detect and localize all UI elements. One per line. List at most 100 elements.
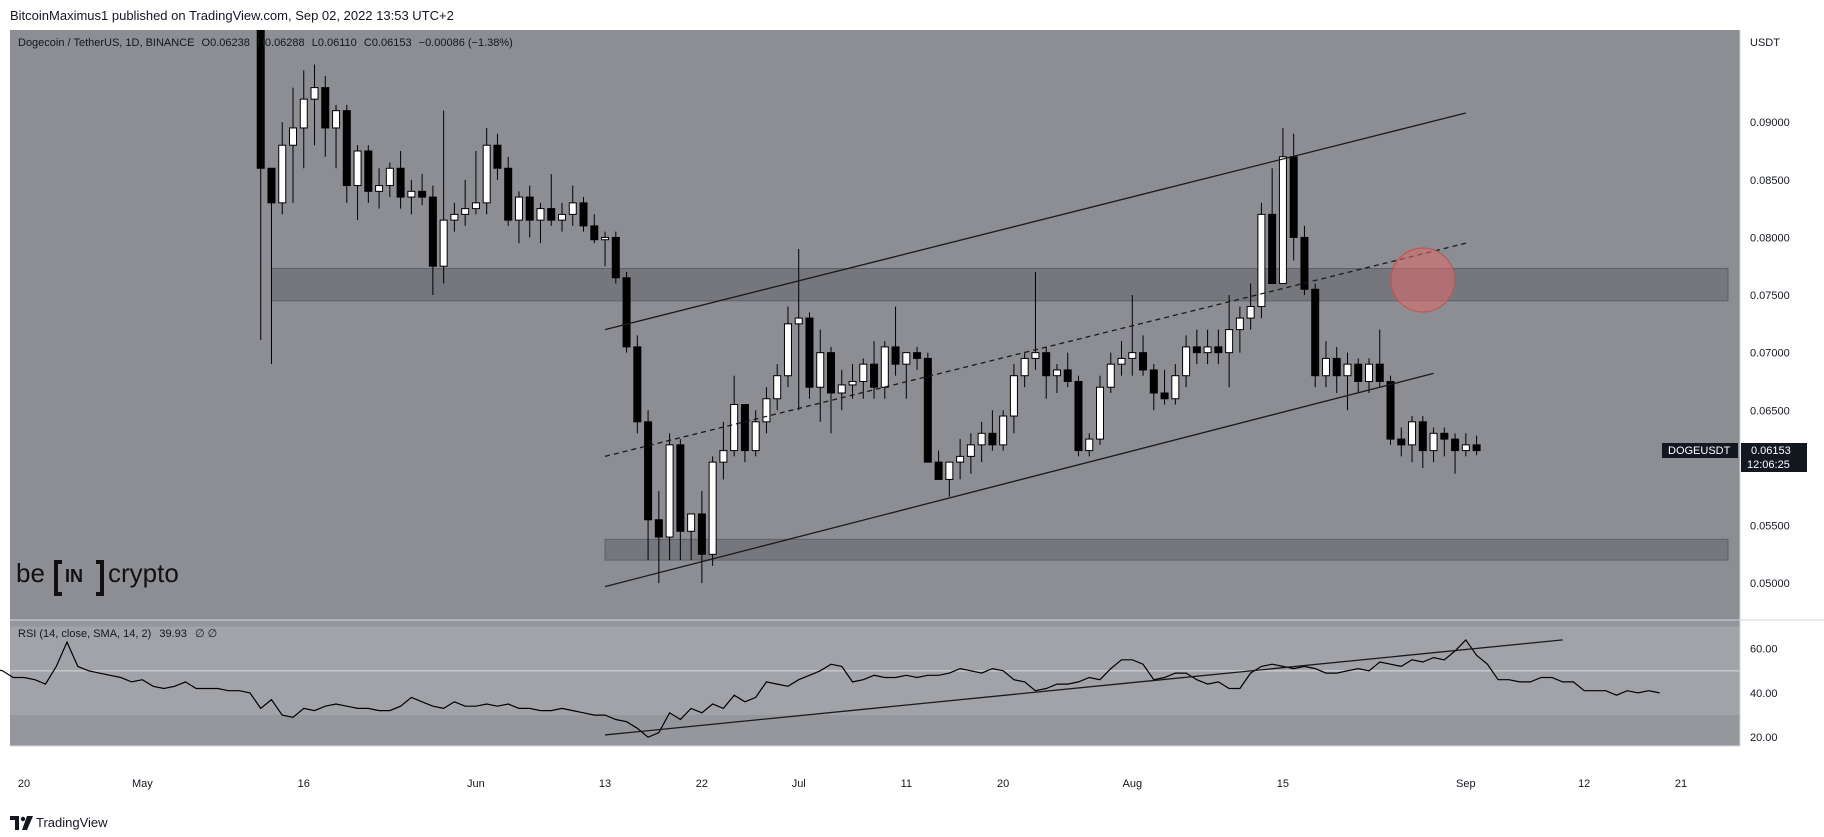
chart-area[interactable]: 0.09000 0.08500 0.08000 0.07500 0.07000 0.065…	[0, 30, 1824, 806]
svg-text:Dogecoin / TetherUS, 1D, BINAN: Dogecoin / TetherUS, 1D, BINANCE O0.0623…	[18, 37, 513, 49]
candle	[773, 364, 782, 411]
candle	[1397, 427, 1406, 457]
candle	[547, 174, 556, 226]
candle	[740, 404, 749, 463]
candle-body-down	[827, 352, 835, 394]
candle	[1009, 364, 1018, 434]
candle-body-up	[385, 167, 394, 187]
candle	[611, 231, 620, 284]
candle	[1451, 433, 1460, 474]
candle	[407, 179, 416, 215]
candle-body-down	[1386, 380, 1395, 440]
candle-body-up	[719, 450, 728, 463]
candle	[1182, 335, 1191, 388]
candle-body-up	[536, 208, 545, 221]
candle-body-down	[1192, 346, 1201, 354]
price-axis-ticks: 0.09000 0.08500 0.08000 0.07500 0.07000 0.065…	[1750, 117, 1790, 590]
candle-body-down	[1440, 432, 1449, 440]
candle-body-up	[751, 421, 760, 452]
price-tag-price: 0.06153	[1751, 445, 1791, 457]
candle-body-down	[611, 236, 620, 279]
legend-c-value: 0.06153	[372, 37, 412, 49]
candle-body-down	[579, 202, 588, 227]
candle	[945, 461, 954, 497]
candle-body-up	[730, 404, 739, 452]
time-axis-ticks: 20 May 16 Jun 13 22 Jul 11 20 Aug 15 Sep 12 21	[18, 778, 1687, 790]
rsi-tick-label: 60.00	[1750, 644, 1778, 656]
candle-body-down	[923, 357, 932, 463]
candle	[891, 306, 900, 376]
legend-o-value: 0.06238	[210, 37, 250, 49]
candle-body-up	[1343, 363, 1352, 377]
candle	[525, 185, 534, 238]
horizontal-zones	[270, 268, 1729, 561]
rsi-trendline	[604, 639, 1563, 736]
price-tag-symbol-box	[1662, 443, 1738, 458]
candle-body-down	[934, 461, 943, 480]
candle	[514, 191, 523, 244]
time-tick-label: 20	[997, 778, 1009, 790]
candle	[1096, 375, 1104, 445]
candle-body-up	[1429, 432, 1438, 452]
candle-body-down	[1418, 421, 1427, 452]
candle-body-up	[514, 196, 523, 221]
time-tick-label: 12	[1578, 778, 1590, 790]
candle-body-down	[1139, 352, 1148, 371]
legend-symbol: Dogecoin / TetherUS, 1D, BINANCE	[18, 37, 194, 49]
candle-body-down	[1042, 352, 1051, 377]
candle	[396, 150, 405, 209]
candle-body-down	[364, 150, 373, 192]
candle	[956, 439, 965, 480]
rsi-legend-extra: ∅ ∅	[195, 628, 217, 640]
candle-body-down	[547, 208, 556, 221]
candle-body-up	[482, 144, 491, 204]
candle-body-up	[1117, 357, 1126, 365]
candle	[816, 329, 825, 422]
candle	[1106, 352, 1115, 393]
candle-body-up	[1171, 375, 1180, 400]
time-tick-label: Sep	[1456, 778, 1476, 790]
candle	[676, 439, 685, 561]
channel-mid-line	[604, 242, 1466, 457]
candle-body-down	[590, 225, 599, 241]
candle-body-down	[525, 196, 534, 221]
svg-text:RSI (14, close, SMA, 14, 2): RSI (14, close, SMA, 14, 2) 39.93 ∅ ∅	[18, 628, 217, 640]
candle-body-down	[697, 513, 706, 555]
candle	[590, 214, 599, 244]
candle-body-down	[321, 87, 330, 129]
tradingview-logo-icon	[10, 816, 33, 830]
candle-body-up	[1461, 444, 1470, 452]
candle	[1160, 369, 1169, 405]
candle	[751, 410, 760, 457]
candle	[1386, 375, 1395, 445]
candle	[1429, 427, 1438, 463]
candle-body-down	[644, 421, 653, 521]
candle	[622, 271, 631, 353]
time-tick-label: 22	[696, 778, 708, 790]
candle	[1171, 364, 1180, 405]
candle	[913, 346, 922, 370]
rsi-tick-label: 40.00	[1750, 688, 1778, 700]
price-tick-label: 0.09000	[1750, 117, 1790, 129]
candle-body-up	[1203, 346, 1212, 354]
time-tick-label: 20	[18, 778, 30, 790]
price-tag-countdown: 12:06:25	[1747, 459, 1790, 471]
candle-body-up	[956, 455, 965, 463]
candle-body-up	[837, 384, 846, 394]
candle-body-up	[1128, 352, 1137, 359]
candle	[364, 145, 373, 203]
candle-body-up	[471, 202, 480, 210]
footer-bar: TradingView	[0, 806, 1824, 837]
candle	[1063, 352, 1072, 388]
candle-body-up	[568, 202, 577, 215]
candle	[1052, 364, 1061, 393]
candle-body-up	[762, 398, 771, 423]
candle-body-up	[353, 150, 362, 187]
candle	[579, 197, 588, 232]
candle	[1332, 346, 1341, 393]
candle	[1257, 202, 1266, 319]
rsi-axis-ticks: 60.00 40.00 20.00	[1750, 644, 1778, 744]
candle-body-down	[870, 363, 879, 388]
candle-body-down	[622, 277, 631, 348]
price-tick-label: 0.05500	[1750, 521, 1790, 533]
